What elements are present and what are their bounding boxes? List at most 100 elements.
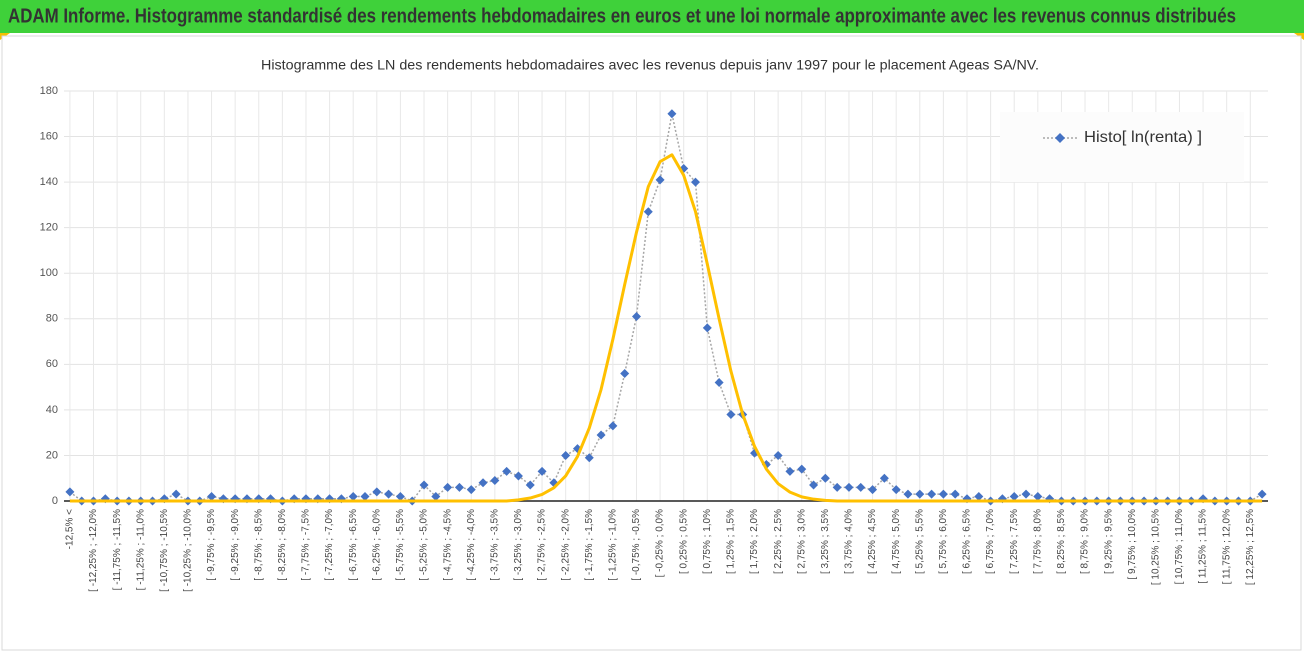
x-tick-label: [ -12,25% ; -12,0% [88,509,99,592]
data-point [348,491,358,501]
data-point [608,421,618,431]
x-tick-label: [ -5,25% ; -5,0% [419,509,430,581]
data-point [596,430,606,440]
normal-curve [69,153,1263,503]
data-point [797,464,807,474]
x-tick-label: [ -1,25% ; -1,0% [608,509,619,581]
y-tick-label: 20 [46,449,58,461]
data-point [809,480,819,490]
data-point [1033,491,1043,501]
data-point [384,489,394,499]
x-tick-label: [ 4,25% ; 4,5% [867,509,878,574]
x-tick-label: [ -7,75% ; -7,5% [301,509,312,581]
x-tick-label: [ 9,25% ; 9,5% [1103,509,1114,574]
x-tick-label: [ -5,75% ; -5,5% [395,509,406,581]
legend-marker [1055,133,1065,143]
x-tick-label: [ -10,25% ; -10,0% [183,509,194,592]
data-point [643,207,653,217]
x-tick-label: [ 10,25% ; 10,5% [1151,509,1162,585]
data-point [714,378,724,388]
data-point [584,453,594,463]
data-point [1021,489,1031,499]
data-point [974,491,984,501]
data-point [1009,491,1019,501]
y-tick-label: 80 [46,313,58,325]
x-tick-label: [ 12,25% ; 12,5% [1245,509,1256,585]
x-tick-label: [ -8,75% ; -8,5% [253,509,264,581]
data-point [773,450,783,460]
data-point [537,466,547,476]
x-tick-label: [ 3,25% ; 3,5% [820,509,831,574]
x-tick-label: [ -0,75% ; -0,5% [631,509,642,581]
data-point [631,312,641,321]
x-tick-label: -12,5% < [65,509,76,549]
title-bar [0,0,1304,33]
x-tick-label: [ 5,75% ; 6,0% [938,509,949,574]
y-tick-label: 180 [40,85,58,97]
x-tick-label: [ -0,25% ; 0,0% [655,509,666,577]
x-tick-label: [ 1,75% ; 2,0% [749,509,760,574]
x-tick-label: [ -7,25% ; -7,0% [324,509,335,581]
x-tick-label: [ -8,25% ; -8,0% [277,509,288,581]
data-point [891,485,901,495]
data-point [372,487,382,497]
data-point [443,482,453,492]
data-point [1257,489,1267,499]
x-tick-label: [ 8,75% ; 9,0% [1080,509,1091,574]
data-point [655,175,665,185]
data-point [879,473,889,483]
x-tick-label: [ 2,25% ; 2,5% [773,509,784,574]
data-point [513,471,523,481]
data-point [490,476,500,485]
x-tick-label: [ 11,75% ; 12,0% [1221,509,1232,585]
x-tick-label: [ 5,25% ; 5,5% [914,509,925,574]
data-point [868,485,878,495]
data-point [844,482,854,492]
x-tick-label: [ -10,75% ; -10,5% [159,509,170,592]
data-point [856,482,866,492]
data-point [525,480,535,490]
data-point [667,109,677,119]
data-point [915,489,925,499]
x-tick-label: [ -1,75% ; -1,5% [584,509,595,581]
x-tick-label: [ 10,75% ; 11,0% [1174,509,1185,585]
data-point [419,480,429,490]
y-tick-label: 60 [46,358,58,370]
data-point [820,473,830,483]
x-tick-label: [ 7,75% ; 8,0% [1032,509,1043,574]
x-tick-label: [ -11,25% ; -11,0% [135,509,146,590]
x-tick-label: [ 6,75% ; 7,0% [985,509,996,574]
data-point [454,482,464,492]
data-point [903,489,913,499]
data-point [950,489,960,499]
x-tick-label: [ -4,75% ; -4,5% [442,509,453,581]
x-tick-label: [ -4,25% ; -4,0% [466,509,477,581]
x-tick-label: [ 3,75% ; 4,0% [844,509,855,574]
y-tick-label: 40 [46,404,58,416]
y-tick-label: 120 [40,222,58,234]
x-tick-label: [ 8,25% ; 8,5% [1056,509,1067,574]
data-point [431,491,441,501]
y-tick-label: 140 [40,176,58,188]
x-tick-label: [ 11,25% ; 11,5% [1198,509,1209,584]
data-point [726,409,736,419]
data-point [561,450,571,460]
data-point [466,485,476,495]
x-tick-label: [ -9,25% ; -9,0% [230,509,241,581]
data-point [702,323,712,333]
data-point [207,491,217,501]
data-point [785,466,795,476]
x-tick-label: [ -6,75% ; -6,5% [348,509,359,581]
chart-title: Histogramme des LN des rendements hebdom… [261,57,1039,73]
x-tick-label: [ 0,75% ; 1,0% [702,509,713,574]
legend-label: Histo[ ln(renta) ] [1084,129,1202,146]
x-tick-label: [ -11,75% ; -11,5% [112,509,123,590]
x-tick-label: [ -2,25% ; -2,0% [560,509,571,581]
y-tick-label: 0 [52,495,58,507]
page-title: ADAM Informe. Histogramme standardisé de… [8,5,1236,27]
legend-box [1000,112,1244,182]
x-tick-label: [ 9,75% ; 10,0% [1127,509,1138,580]
data-point [395,491,405,501]
y-tick-label: 160 [40,130,58,142]
